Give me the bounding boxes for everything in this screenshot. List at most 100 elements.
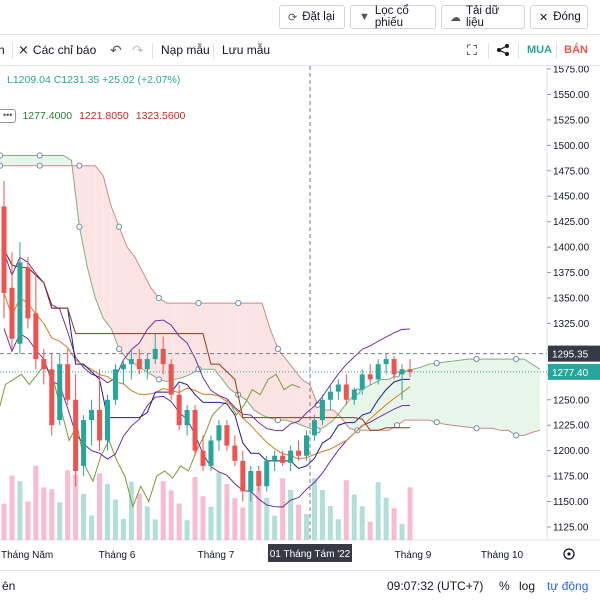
candle-body (272, 455, 278, 461)
volume-bar (327, 506, 333, 540)
candle-body (17, 262, 23, 344)
volume-bar (160, 481, 166, 540)
percent-toggle[interactable]: % (499, 579, 510, 593)
gear-icon[interactable] (563, 548, 575, 560)
undo-icon[interactable]: ↶ (110, 41, 122, 58)
span-a-marker (433, 360, 440, 367)
ichimoku-cloud-segment (524, 359, 533, 436)
buy-button[interactable]: MUA (526, 44, 552, 56)
sell-button[interactable]: BÁN (564, 44, 588, 56)
close-button[interactable]: ✕ Đóng (530, 5, 588, 29)
y-tick-label: 1575.00 (553, 66, 590, 76)
ichimoku-cloud-segment (397, 371, 405, 426)
ichimoku-cloud-segment (142, 272, 151, 375)
save-template-button[interactable]: Lưu mẫu (222, 43, 271, 57)
load-template-button[interactable]: Nạp mẫu (161, 43, 210, 57)
toolbar-divider (12, 43, 13, 59)
span-b-marker (76, 162, 83, 169)
candle-body (97, 409, 103, 441)
ichimoku-cloud-segment (55, 155, 64, 166)
candle-body (81, 420, 87, 466)
ichimoku-cloud-segment (214, 303, 223, 380)
more-icon[interactable]: ••• (0, 109, 17, 123)
candle-body (128, 359, 134, 365)
ichimoku-cloud-segment (492, 359, 501, 431)
candle-body (264, 460, 270, 487)
indicator-value: 1221.8050 (79, 110, 129, 122)
ichimoku-cloud-segment (174, 303, 183, 380)
ichimoku-cloud-segment (389, 374, 398, 431)
candle-body (33, 313, 39, 360)
candle-body (120, 364, 126, 370)
download-data-button[interactable]: ☁ Tải dữ liệu (441, 5, 525, 29)
reset-button[interactable]: ⟳ Đặt lại (279, 5, 345, 29)
fullscreen-icon[interactable]: ⛶ (467, 41, 477, 58)
ichimoku-cloud-segment (444, 361, 453, 426)
volume-bar (120, 518, 126, 540)
candle-body (343, 384, 349, 400)
date-range-label[interactable]: ên (2, 579, 16, 593)
ichimoku-cloud-segment (270, 328, 278, 421)
indicators-button[interactable]: ⨯ Các chỉ báo (18, 42, 97, 57)
span-a-marker (513, 355, 520, 363)
svg-text:01 Tháng Tám '22: 01 Tháng Tám '22 (270, 549, 351, 560)
volume-bar (335, 519, 341, 540)
ichimoku-cloud-segment (428, 363, 437, 423)
ichimoku-cloud-segment (365, 383, 374, 431)
log-toggle[interactable]: log (519, 579, 536, 593)
y-tick-label: 1225.00 (553, 421, 590, 432)
volume-bar (33, 465, 39, 540)
volume-bar (272, 515, 278, 540)
y-tick-label: 1500.00 (553, 141, 590, 152)
crosshair-date-tag: 01 Tháng Tám '22 (268, 544, 352, 562)
volume-bar (144, 506, 150, 540)
span-b-marker (36, 162, 43, 169)
y-tick-label: 1525.00 (553, 115, 590, 126)
candle-body (327, 391, 333, 400)
span-a-marker (274, 417, 282, 424)
volume-bar (73, 474, 79, 540)
volume-bar (248, 473, 254, 540)
candle-body (391, 359, 397, 375)
candle-body (256, 471, 262, 487)
redo-icon[interactable]: ↷ (132, 41, 144, 58)
share-icon[interactable] (496, 41, 510, 59)
volume-bar (367, 521, 373, 540)
candle-body (335, 384, 341, 392)
ichimoku-cloud-segment (262, 303, 270, 419)
volume-bar (232, 498, 238, 540)
price-chart[interactable]: 1575.00 1550.00 1525.00 1500.00 1475.00 1450.… (0, 66, 600, 570)
volume-bar (136, 493, 142, 540)
y-tick-label: 1325.00 (553, 319, 590, 330)
candle-body (192, 409, 198, 451)
volume-bar (112, 499, 118, 540)
volume-bar (343, 480, 349, 540)
span-b-marker (235, 299, 242, 307)
candle-body (49, 369, 55, 426)
top-bar: ⟳ Đặt lại ▼ Lọc cổ phiếu ☁ Tải dữ liệu ✕ Đón… (0, 0, 600, 35)
y-tick-label: 1125.00 (553, 523, 589, 534)
ichimoku-cloud-segment (39, 155, 48, 166)
ichimoku-cloud-segment (325, 409, 334, 427)
ichimoku-cloud-segment (484, 359, 493, 429)
candle-body (224, 425, 230, 446)
volume-bar (216, 472, 222, 540)
volume-bar (200, 496, 206, 540)
y-tick-label: 1375.00 (553, 268, 590, 279)
volume-bar (41, 487, 47, 540)
last-price-tag: 1277.40 (548, 363, 600, 380)
crosshair-price-tag: 1295.35 (548, 345, 600, 362)
volume-bar (65, 470, 71, 540)
clock-label: 09:07:32 (UTC+7) (387, 579, 484, 593)
ichimoku-cloud-segment (452, 360, 461, 427)
span-b-marker (195, 299, 202, 307)
volume-bar (97, 473, 103, 540)
ichimoku-cloud-segment (127, 247, 135, 365)
volume-bar (391, 508, 397, 540)
interval-button[interactable]: h (0, 43, 5, 57)
ichimoku-cloud-segment (500, 359, 509, 431)
auto-scale-toggle[interactable]: tự động (547, 579, 589, 593)
senkou-span-b-line (0, 165, 541, 436)
ichimoku-cloud-segment (516, 359, 525, 436)
stock-filter-button[interactable]: ▼ Lọc cổ phiếu (350, 5, 436, 29)
